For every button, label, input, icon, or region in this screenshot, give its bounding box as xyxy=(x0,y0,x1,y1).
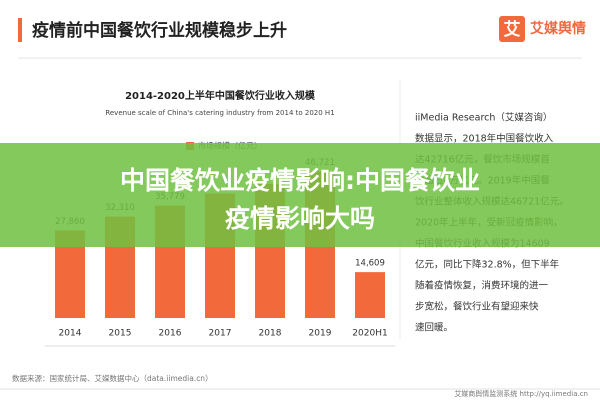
footer: 艾媒商舆情监测系统 http://yq.iimedia.cn xyxy=(454,389,588,398)
header-accent xyxy=(18,18,22,42)
banner-text: 疫情影响大吗 xyxy=(225,204,375,233)
panel-text: 数据显示，2018年中国餐饮收入 xyxy=(415,133,554,145)
panel-text: 亿元，同比下降32.8%，但下半年 xyxy=(415,259,560,271)
header-title: 疫情前中国餐饮行业规模稳步上升 xyxy=(32,20,287,41)
panel-text: 步宽松，餐饮行业有望迎来快 xyxy=(415,301,539,313)
panel-text: 随着疫情恢复，消费环境的进一 xyxy=(415,280,549,292)
logo-mark-box xyxy=(499,16,525,42)
banner xyxy=(0,143,600,247)
source: 数据来源：国家统计局、艾媒数据中心（data.iimedia.cn） xyxy=(12,373,213,383)
x-tick-label: 2015 xyxy=(109,329,132,339)
chart-subtitle: Revenue scale of China's catering indust… xyxy=(105,109,334,117)
logo-text: 艾媒舆情 xyxy=(530,20,586,37)
data-label: 14,609 xyxy=(355,259,385,269)
banner-text: 中国餐饮业疫情影响:中国餐饮业 xyxy=(120,166,480,195)
bar xyxy=(355,272,385,318)
logo-mark: 艾 xyxy=(504,19,521,40)
x-tick-label: 2017 xyxy=(209,329,232,339)
panel-text: 速回暖。 xyxy=(415,322,453,334)
chart-title: 2014-2020上半年中国餐饮行业收入规模 xyxy=(125,89,316,102)
x-tick-label: 2018 xyxy=(259,329,282,339)
x-tick-label: 2014 xyxy=(59,329,82,339)
x-tick-label: 2016 xyxy=(159,329,182,339)
x-tick-label: 2020H1 xyxy=(352,329,387,339)
x-tick-label: 2019 xyxy=(309,329,332,339)
panel-text: iiMedia Research（艾媒咨询） xyxy=(415,112,552,124)
